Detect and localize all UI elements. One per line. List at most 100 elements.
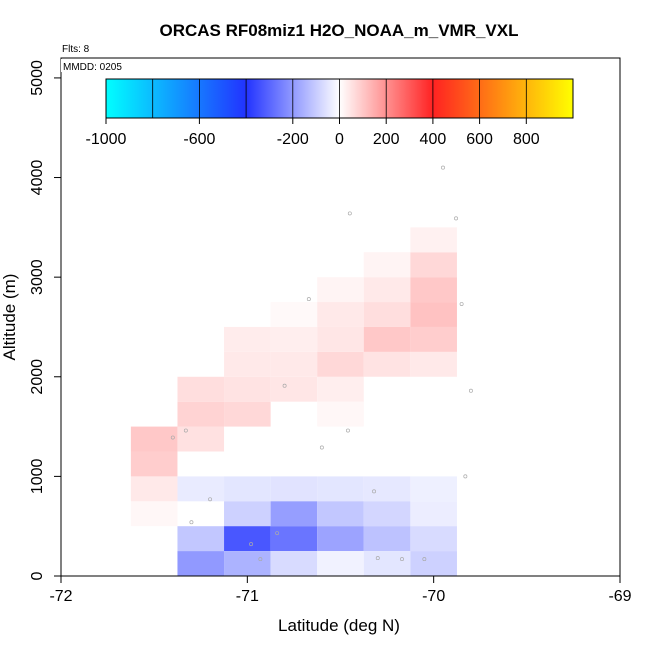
heatmap-cell (224, 551, 271, 576)
x-tick-label: -72 (49, 588, 72, 605)
y-axis-label: Altitude (m) (0, 274, 19, 361)
heatmap-cell (363, 252, 411, 278)
heatmap-cell (363, 326, 411, 352)
heatmap-cell (410, 501, 457, 527)
heatmap-cell (130, 451, 178, 477)
track-point (372, 489, 376, 494)
colorbar-tick-label: 800 (513, 131, 540, 148)
heatmap-cell (410, 302, 457, 327)
y-tick-label: 2000 (29, 359, 46, 395)
heatmap-cell (177, 551, 225, 576)
y-tick-label: 5000 (29, 60, 46, 96)
flights-annotation: Flts: 8 (62, 44, 90, 55)
heatmap-cell (410, 476, 457, 502)
heatmap-cell (410, 326, 457, 352)
heatmap-cell (270, 326, 318, 352)
colorbar-tick-label: 0 (335, 131, 344, 148)
track-point (208, 497, 213, 502)
heatmap-cell (177, 526, 225, 552)
y-axis: 0 1000 2000 3000 4000 5000 (29, 60, 61, 580)
heatmap-cell (410, 551, 457, 576)
flight-track-points (170, 165, 473, 562)
colorbar-tick-label: 600 (466, 131, 493, 148)
heatmap-cell (363, 277, 411, 303)
track-point (463, 474, 468, 479)
heatmap-cell (130, 501, 178, 527)
heatmap-cell (317, 501, 364, 527)
heatmap-cell (270, 526, 318, 552)
heatmap-cell (224, 326, 271, 352)
heatmap-cell (410, 351, 457, 377)
colorbar-tick-label: -1000 (86, 131, 127, 148)
heatmap-cell (270, 376, 318, 402)
heatmap-cell (270, 501, 318, 527)
heatmap-cell (317, 326, 364, 352)
heatmap-cell (177, 376, 225, 402)
heatmap-cell (410, 526, 457, 552)
heatmap-cell (317, 401, 364, 427)
colorbar-tick-label: 200 (373, 131, 400, 148)
track-point (468, 388, 473, 393)
x-axis: -72 -71 -70 -69 (49, 576, 632, 605)
colorbar-tick-label: -600 (183, 131, 215, 148)
heatmap-cell (224, 401, 271, 427)
heatmap-cell (410, 252, 457, 278)
heatmap-cell (270, 476, 318, 502)
heatmap-cell (317, 476, 364, 502)
heatmap-cell (363, 476, 411, 502)
heatmap-cell (317, 551, 364, 576)
heatmap-cell (224, 376, 271, 402)
x-tick-label: -69 (608, 588, 631, 605)
track-point (319, 445, 324, 450)
track-point (454, 216, 458, 221)
colorbar-ticks: -1000 -600 -200 0 200 400 600 800 (86, 118, 540, 148)
colorbar-dividers (152, 79, 527, 118)
y-tick-label: 0 (29, 571, 46, 580)
chart-title: ORCAS RF08miz1 H2O_NOAA_m_VMR_VXL (160, 21, 519, 40)
x-axis-label: Latitude (deg N) (278, 616, 400, 635)
heatmap-cell (410, 277, 457, 303)
track-point (189, 520, 194, 525)
heatmap-cell (317, 376, 364, 402)
y-tick-label: 3000 (29, 259, 46, 295)
mmdd-annotation: MMDD: 0205 (63, 62, 122, 73)
heatmap-cell (363, 501, 411, 527)
track-point (347, 211, 352, 216)
heatmap-cell (363, 526, 411, 552)
heatmap-cell (317, 526, 364, 552)
heatmap-cell (270, 551, 318, 576)
colorbar: -1000 -600 -200 0 200 400 600 800 (86, 78, 574, 148)
track-point (400, 557, 404, 562)
y-tick-label: 1000 (29, 458, 46, 494)
heatmap-cell (317, 351, 364, 377)
heatmap-cell (317, 277, 364, 303)
heatmap-cell (270, 351, 318, 377)
heatmap-cell (224, 351, 271, 377)
heatmap-cell (224, 476, 271, 502)
track-point (258, 557, 263, 562)
heatmap-cell (224, 501, 271, 527)
heatmap-cell (363, 302, 411, 327)
track-point (282, 383, 287, 388)
track-point (183, 428, 188, 433)
track-point (375, 556, 380, 561)
heatmap-cell (224, 526, 271, 552)
y-tick-label: 4000 (29, 160, 46, 196)
heatmap-cell (363, 551, 411, 576)
heatmap-cell (270, 302, 318, 327)
track-point (306, 297, 311, 302)
heatmap-cell (177, 401, 225, 427)
colorbar-tick-label: 400 (420, 131, 447, 148)
track-point (249, 542, 254, 547)
heatmap-cell (363, 351, 411, 377)
heatmap-cell (177, 426, 225, 452)
colorbar-tick-label: -200 (277, 131, 309, 148)
x-tick-label: -71 (236, 588, 259, 605)
x-tick-label: -70 (422, 588, 445, 605)
track-point (441, 165, 445, 170)
track-point (459, 302, 464, 306)
heatmap-cell (317, 302, 364, 327)
heatmap-cell (130, 426, 178, 452)
heatmap-cells (130, 227, 457, 576)
